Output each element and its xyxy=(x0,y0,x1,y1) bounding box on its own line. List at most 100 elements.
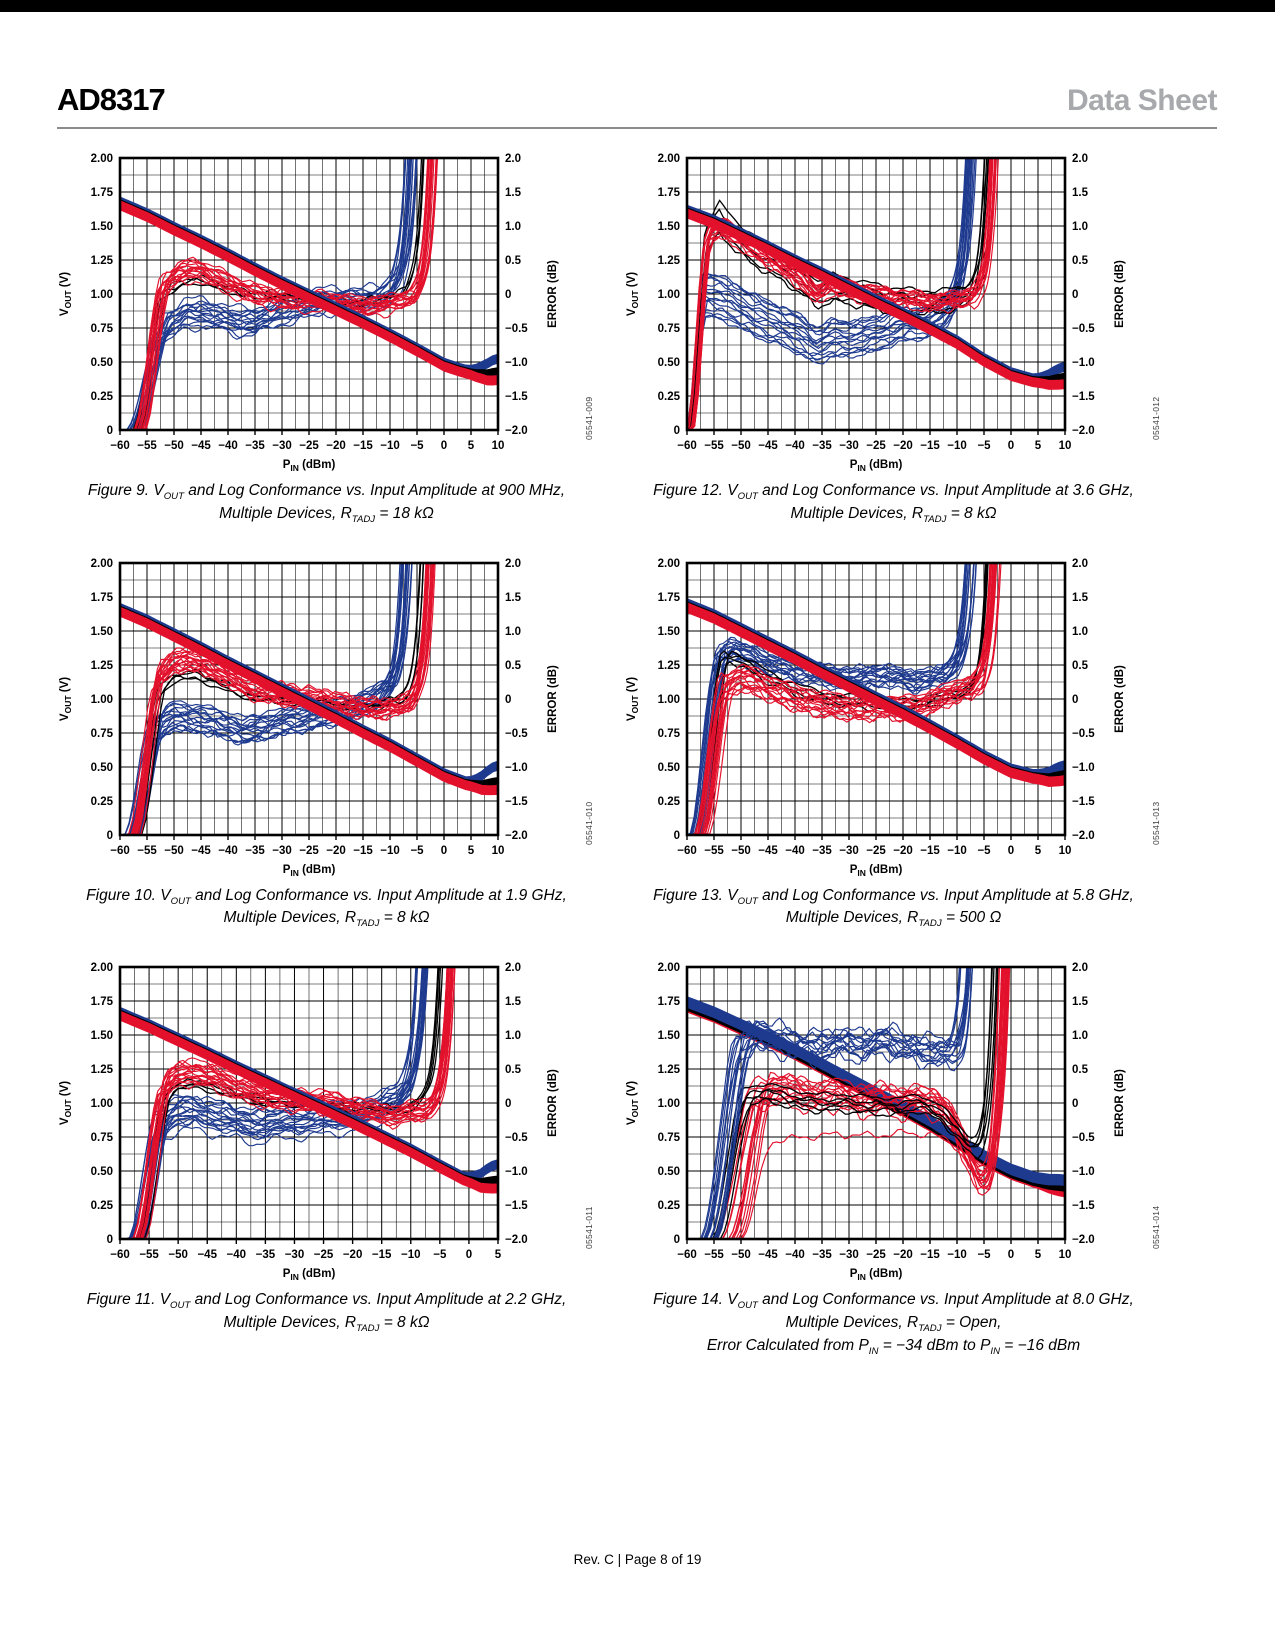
svg-text:−60: −60 xyxy=(110,440,130,452)
svg-text:−50: −50 xyxy=(164,440,184,452)
svg-text:−35: −35 xyxy=(812,1249,832,1261)
svg-text:0: 0 xyxy=(505,694,511,706)
svg-text:1.25: 1.25 xyxy=(91,255,114,267)
svg-text:−15: −15 xyxy=(372,1249,392,1261)
svg-text:1.50: 1.50 xyxy=(658,221,680,233)
svg-text:1.75: 1.75 xyxy=(658,187,681,199)
svg-text:05541-014: 05541-014 xyxy=(1151,1206,1161,1249)
svg-text:2.00: 2.00 xyxy=(658,153,680,165)
svg-text:5: 5 xyxy=(468,440,475,452)
svg-text:VOUT (V): VOUT (V) xyxy=(59,1081,73,1125)
svg-text:1.0: 1.0 xyxy=(1072,221,1088,233)
svg-text:−10: −10 xyxy=(380,845,400,857)
svg-text:PIN (dBm): PIN (dBm) xyxy=(283,1268,336,1282)
svg-text:−50: −50 xyxy=(168,1249,188,1261)
svg-text:1.25: 1.25 xyxy=(91,660,114,672)
figure-12-block: −60 −55 −50 −45 −40 −35 −30 −25 −20 −15 −10 −5 0 5 10 2… xyxy=(621,146,1166,527)
svg-text:1.0: 1.0 xyxy=(505,626,521,638)
figure-13-chart: −60 −55 −50 −45 −40 −35 −30 −25 −20 −15 −10 −5 0 5 102… xyxy=(626,558,1161,878)
svg-text:−40: −40 xyxy=(227,1249,247,1261)
svg-text:1.5: 1.5 xyxy=(505,592,522,604)
svg-text:1.00: 1.00 xyxy=(91,1098,113,1110)
svg-text:10: 10 xyxy=(1059,440,1072,452)
svg-text:0.50: 0.50 xyxy=(658,762,680,774)
svg-text:−5: −5 xyxy=(433,1249,447,1261)
svg-text:1.00: 1.00 xyxy=(91,289,113,301)
figure-14-block: −60 −55 −50 −45 −40 −35 −30 −25 −20 −15 −10 −5 0 5 10 2… xyxy=(621,955,1166,1358)
svg-text:−20: −20 xyxy=(326,440,346,452)
svg-text:−15: −15 xyxy=(920,1249,940,1261)
svg-text:−10: −10 xyxy=(947,845,967,857)
svg-text:0: 0 xyxy=(441,845,447,857)
svg-text:PIN (dBm): PIN (dBm) xyxy=(283,864,336,878)
svg-text:−55: −55 xyxy=(137,845,157,857)
svg-text:0: 0 xyxy=(674,1234,680,1246)
svg-text:PIN (dBm): PIN (dBm) xyxy=(283,459,336,473)
svg-text:05541-009: 05541-009 xyxy=(584,397,594,440)
svg-text:0.25: 0.25 xyxy=(91,1200,114,1212)
svg-text:−25: −25 xyxy=(866,845,886,857)
figure-10-caption: Figure 10. VOUT and Log Conformance vs. … xyxy=(86,886,567,930)
doc-type-label: Data Sheet xyxy=(1066,84,1218,117)
figures-grid: −60 −55 −50 −45 −40 −35 −30 −25 −20 −15 −10 −5 0 5 10 2… xyxy=(54,146,1224,1358)
svg-text:−15: −15 xyxy=(920,845,940,857)
svg-text:0.50: 0.50 xyxy=(91,1166,113,1178)
svg-text:1.0: 1.0 xyxy=(1072,1030,1088,1042)
svg-text:0.5: 0.5 xyxy=(505,660,522,672)
svg-text:−55: −55 xyxy=(139,1249,159,1261)
svg-text:0: 0 xyxy=(1008,1249,1014,1261)
svg-text:0: 0 xyxy=(107,1234,113,1246)
svg-text:10: 10 xyxy=(1059,845,1072,857)
svg-text:−45: −45 xyxy=(758,1249,778,1261)
svg-text:−5: −5 xyxy=(977,1249,991,1261)
svg-text:−30: −30 xyxy=(272,440,292,452)
svg-text:−15: −15 xyxy=(353,440,373,452)
svg-text:0.50: 0.50 xyxy=(658,1166,680,1178)
svg-text:1.5: 1.5 xyxy=(1072,187,1089,199)
svg-text:−60: −60 xyxy=(110,1249,130,1261)
svg-text:2.0: 2.0 xyxy=(1072,558,1088,570)
svg-text:0.5: 0.5 xyxy=(505,255,522,267)
svg-text:1.25: 1.25 xyxy=(91,1064,114,1076)
svg-text:−30: −30 xyxy=(839,1249,859,1261)
svg-text:−20: −20 xyxy=(343,1249,363,1261)
svg-text:−0.5: −0.5 xyxy=(1072,323,1095,335)
svg-text:10: 10 xyxy=(1059,1249,1072,1261)
svg-text:0: 0 xyxy=(441,440,447,452)
svg-text:−25: −25 xyxy=(314,1249,334,1261)
svg-text:−40: −40 xyxy=(785,440,805,452)
svg-text:1.75: 1.75 xyxy=(658,592,681,604)
svg-text:−30: −30 xyxy=(272,845,292,857)
svg-text:−20: −20 xyxy=(893,1249,913,1261)
svg-text:5: 5 xyxy=(1035,1249,1042,1261)
svg-text:−1.0: −1.0 xyxy=(505,357,528,369)
figure-10-block: −60 −55 −50 −45 −40 −35 −30 −25 −20 −15 −10 −5 0 5 10 2… xyxy=(54,551,599,932)
svg-text:0.5: 0.5 xyxy=(1072,255,1089,267)
svg-text:1.00: 1.00 xyxy=(658,289,680,301)
svg-text:ERROR (dB): ERROR (dB) xyxy=(1114,260,1126,328)
svg-text:1.5: 1.5 xyxy=(505,187,522,199)
svg-text:−10: −10 xyxy=(947,1249,967,1261)
svg-text:VOUT (V): VOUT (V) xyxy=(59,272,73,316)
svg-text:1.5: 1.5 xyxy=(505,996,522,1008)
svg-text:0.75: 0.75 xyxy=(91,323,114,335)
svg-text:ERROR (dB): ERROR (dB) xyxy=(547,260,559,328)
svg-text:2.00: 2.00 xyxy=(658,558,680,570)
svg-text:0.25: 0.25 xyxy=(658,796,681,808)
svg-text:−50: −50 xyxy=(731,845,751,857)
svg-text:0.75: 0.75 xyxy=(658,323,681,335)
page-header: AD8317 Data Sheet xyxy=(57,82,1218,129)
figure-11-block: −60 −55 −50 −45 −40 −35 −30 −25 −20 −15 −10 −5 0 5 2.0… xyxy=(54,955,599,1358)
svg-text:0.5: 0.5 xyxy=(1072,660,1089,672)
svg-text:−25: −25 xyxy=(299,845,319,857)
svg-text:−10: −10 xyxy=(947,440,967,452)
svg-text:0.5: 0.5 xyxy=(505,1064,522,1076)
svg-text:VOUT (V): VOUT (V) xyxy=(626,676,640,720)
page-footer: Rev. C | Page 8 of 19 xyxy=(573,1552,702,1567)
svg-text:−55: −55 xyxy=(704,845,724,857)
svg-text:ERROR (dB): ERROR (dB) xyxy=(1114,665,1126,733)
svg-text:1.25: 1.25 xyxy=(658,1064,681,1076)
figure-9-caption: Figure 9. VOUT and Log Conformance vs. I… xyxy=(87,482,566,525)
svg-text:1.5: 1.5 xyxy=(1072,592,1089,604)
svg-text:−55: −55 xyxy=(704,440,724,452)
